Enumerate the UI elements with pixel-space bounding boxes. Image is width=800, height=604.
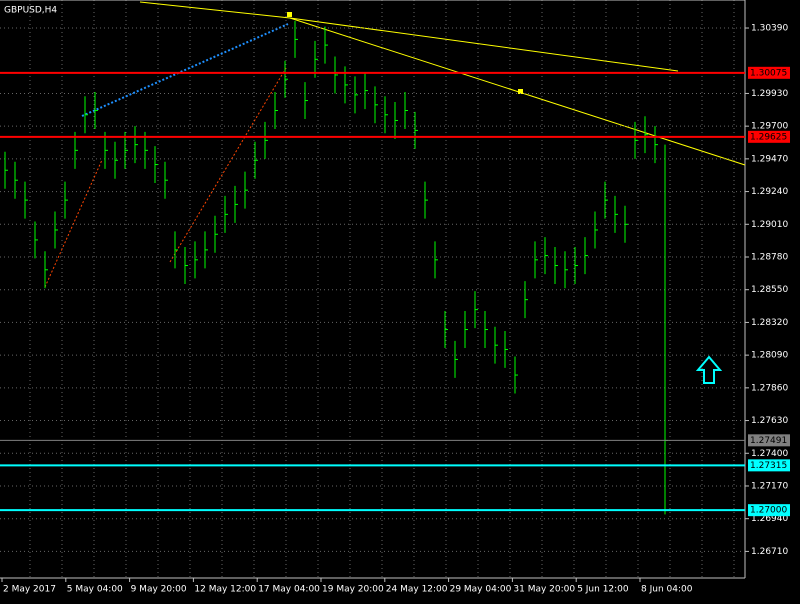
level-label: 1.27000 [750, 506, 787, 516]
x-tick-label: 17 May 04:00 [258, 585, 320, 595]
x-tick-label: 12 May 12:00 [194, 585, 256, 595]
trend-line [139, 1, 291, 19]
y-tick-label: 1.28550 [751, 285, 788, 295]
y-tick-label: 1.29700 [751, 122, 788, 132]
arrow-icon [695, 355, 723, 384]
x-tick-label: 24 May 12:00 [386, 585, 448, 595]
y-tick-label: 1.29470 [751, 154, 788, 164]
y-tick-label: 1.27860 [751, 383, 788, 393]
anchor-point [287, 12, 292, 17]
y-tick-label: 1.29010 [751, 220, 788, 230]
level-label: 1.30075 [750, 68, 787, 78]
x-tick-label: 9 May 20:00 [131, 585, 187, 595]
trend-line [289, 17, 679, 72]
level-label: 1.29625 [750, 132, 787, 142]
level-label: 1.27491 [750, 436, 787, 446]
y-tick-label: 1.29930 [751, 89, 788, 99]
level-label-box [748, 504, 790, 517]
y-tick-label: 1.27400 [751, 449, 788, 459]
x-tick-label: 5 May 04:00 [67, 585, 123, 595]
x-tick-label: 8 Jun 04:00 [641, 585, 693, 595]
y-tick-label: 1.28090 [751, 351, 788, 361]
x-tick-label: 5 Jun 12:00 [577, 585, 629, 595]
trade-line [81, 23, 289, 117]
x-tick-label: 2 May 2017 [3, 585, 56, 595]
y-tick-label: 1.28320 [751, 318, 788, 328]
level-label-box [748, 66, 790, 79]
trade-line [169, 67, 287, 263]
level-label: 1.27315 [750, 461, 787, 471]
y-tick-label: 1.29240 [751, 187, 788, 197]
y-tick-label: 1.27170 [751, 481, 788, 491]
y-tick-label: 1.30390 [751, 24, 788, 34]
level-label-box [748, 130, 790, 143]
anchor-point [518, 89, 523, 94]
y-tick-label: 1.26940 [751, 514, 788, 524]
level-label-box [748, 459, 790, 472]
y-tick-label: 1.26710 [751, 547, 788, 557]
x-tick-label: 29 May 04:00 [450, 585, 512, 595]
y-tick-label: 1.27630 [751, 416, 788, 426]
chart-title: GBPUSD,H4 [4, 6, 57, 16]
x-tick-label: 31 May 20:00 [513, 585, 575, 595]
trend-line [289, 17, 746, 166]
trade-line [44, 159, 103, 288]
y-tick-label: 1.28780 [751, 252, 788, 262]
level-label-box [748, 434, 790, 447]
x-tick-label: 19 May 20:00 [322, 585, 384, 595]
